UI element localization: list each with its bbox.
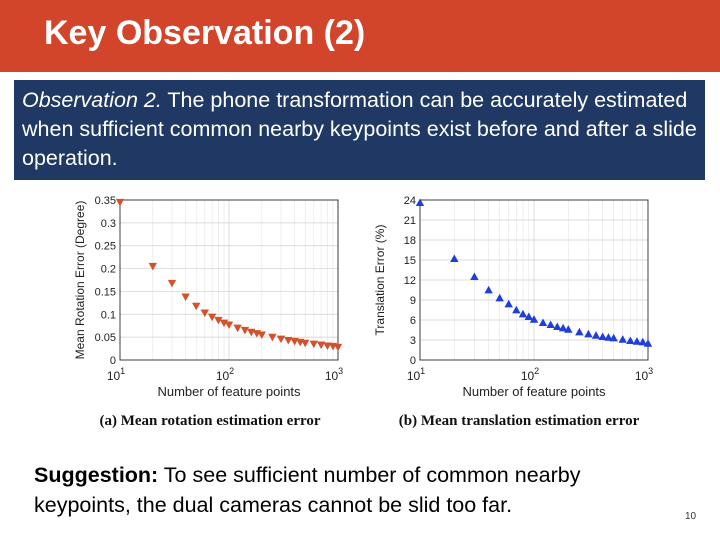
data-point bbox=[415, 198, 425, 207]
y-tick-label: 3 bbox=[410, 335, 416, 347]
x-axis-label: Number of feature points bbox=[462, 384, 606, 399]
y-tick-label: 21 bbox=[404, 215, 416, 227]
y-tick-label: 0.3 bbox=[101, 218, 116, 230]
data-point bbox=[470, 272, 479, 281]
data-point bbox=[638, 337, 647, 346]
suggestion-lead: Suggestion: bbox=[34, 463, 159, 487]
data-point bbox=[626, 336, 635, 345]
chart-caption: (b) Mean translation estimation error bbox=[399, 413, 640, 429]
data-point bbox=[276, 335, 286, 344]
data-point bbox=[512, 305, 521, 314]
chart-caption: (a) Mean rotation estimation error bbox=[99, 413, 320, 429]
data-point bbox=[584, 329, 593, 338]
data-point bbox=[333, 343, 343, 352]
data-point bbox=[167, 279, 177, 288]
data-point bbox=[323, 342, 332, 351]
y-tick-label: 0.2 bbox=[101, 264, 116, 276]
data-point bbox=[524, 312, 533, 321]
observation-lead: Observation 2. bbox=[22, 88, 162, 112]
y-tick-label: 12 bbox=[404, 275, 416, 287]
data-point bbox=[553, 322, 562, 331]
data-point bbox=[518, 309, 528, 318]
y-tick-label: 0.25 bbox=[95, 241, 116, 253]
y-tick-label: 9 bbox=[410, 295, 416, 307]
y-tick-label: 0 bbox=[110, 355, 116, 367]
y-tick-label: 18 bbox=[404, 235, 416, 247]
data-point bbox=[643, 339, 653, 347]
data-point bbox=[546, 320, 555, 329]
x-tick-label: 102 bbox=[521, 366, 539, 383]
data-point bbox=[214, 316, 223, 325]
data-point bbox=[115, 198, 125, 207]
x-tick-label: 102 bbox=[216, 366, 234, 383]
x-tick-label: 103 bbox=[635, 366, 653, 383]
data-point bbox=[240, 326, 250, 335]
x-tick-label: 101 bbox=[107, 366, 125, 383]
data-point bbox=[564, 325, 573, 333]
chart-translation-error: 101 102 103 0 3 6 9 12 15 18 21 24 Number of feature… bbox=[373, 195, 653, 429]
data-point bbox=[450, 254, 459, 263]
y-tick-label: 15 bbox=[404, 255, 416, 267]
slide-title: Key Observation (2) bbox=[44, 14, 366, 52]
data-point bbox=[257, 331, 267, 340]
x-axis-label: Number of feature points bbox=[157, 384, 301, 399]
data-point bbox=[224, 321, 234, 329]
page-number: 10 bbox=[685, 511, 697, 522]
data-point bbox=[300, 339, 310, 348]
data-point bbox=[598, 332, 607, 341]
data-point bbox=[618, 335, 627, 343]
chart-figure: 101 102 103 0 0.05 0.1 0.15 0.2 0.25 0.3 0.35 Numbe… bbox=[73, 195, 653, 429]
data-point bbox=[148, 262, 158, 271]
suggestion-text: To see sufficient number of common nearb… bbox=[34, 463, 581, 517]
data-point bbox=[609, 333, 618, 342]
data-point bbox=[504, 299, 513, 308]
data-point bbox=[268, 333, 277, 342]
data-point bbox=[538, 318, 548, 327]
suggestion-text-block: Suggestion: To see sufficient number of … bbox=[34, 460, 674, 520]
x-tick-label: 103 bbox=[325, 366, 343, 383]
chart-rotation-error: 101 102 103 0 0.05 0.1 0.15 0.2 0.25 0.3 0.35 Numbe… bbox=[73, 195, 343, 429]
data-point bbox=[604, 333, 613, 341]
y-tick-label: 6 bbox=[410, 315, 416, 327]
data-point bbox=[575, 327, 584, 336]
data-point bbox=[207, 313, 217, 322]
data-point bbox=[529, 315, 539, 323]
y-axis-label: Translation Error (%) bbox=[373, 225, 387, 336]
data-point bbox=[309, 340, 319, 349]
title-bar: Key Observation (2) bbox=[0, 0, 720, 72]
data-point bbox=[181, 293, 190, 302]
y-tick-label: 0.05 bbox=[95, 332, 116, 344]
observation-text: The phone transformation can be accurate… bbox=[22, 88, 697, 170]
data-point bbox=[316, 341, 326, 350]
plot-frame bbox=[419, 199, 649, 361]
y-axis-label: Mean Rotation Error (Degree) bbox=[73, 201, 87, 360]
data-point bbox=[191, 302, 201, 311]
x-tick-label: 101 bbox=[407, 366, 425, 383]
y-tick-label: 0.35 bbox=[95, 195, 116, 207]
data-point bbox=[200, 309, 210, 318]
data-point bbox=[591, 331, 601, 339]
y-tick-label: 0 bbox=[410, 355, 416, 367]
data-point bbox=[558, 323, 568, 332]
y-tick-label: 0.15 bbox=[95, 286, 116, 298]
y-tick-label: 0.1 bbox=[101, 309, 116, 321]
data-point bbox=[284, 336, 293, 345]
data-point bbox=[484, 285, 493, 294]
y-tick-label: 24 bbox=[404, 195, 416, 207]
data-point bbox=[495, 293, 504, 302]
data-point bbox=[632, 337, 642, 345]
plot-frame bbox=[119, 199, 339, 361]
data-point bbox=[233, 324, 242, 333]
observation-box: Observation 2. The phone transformation … bbox=[14, 80, 705, 180]
